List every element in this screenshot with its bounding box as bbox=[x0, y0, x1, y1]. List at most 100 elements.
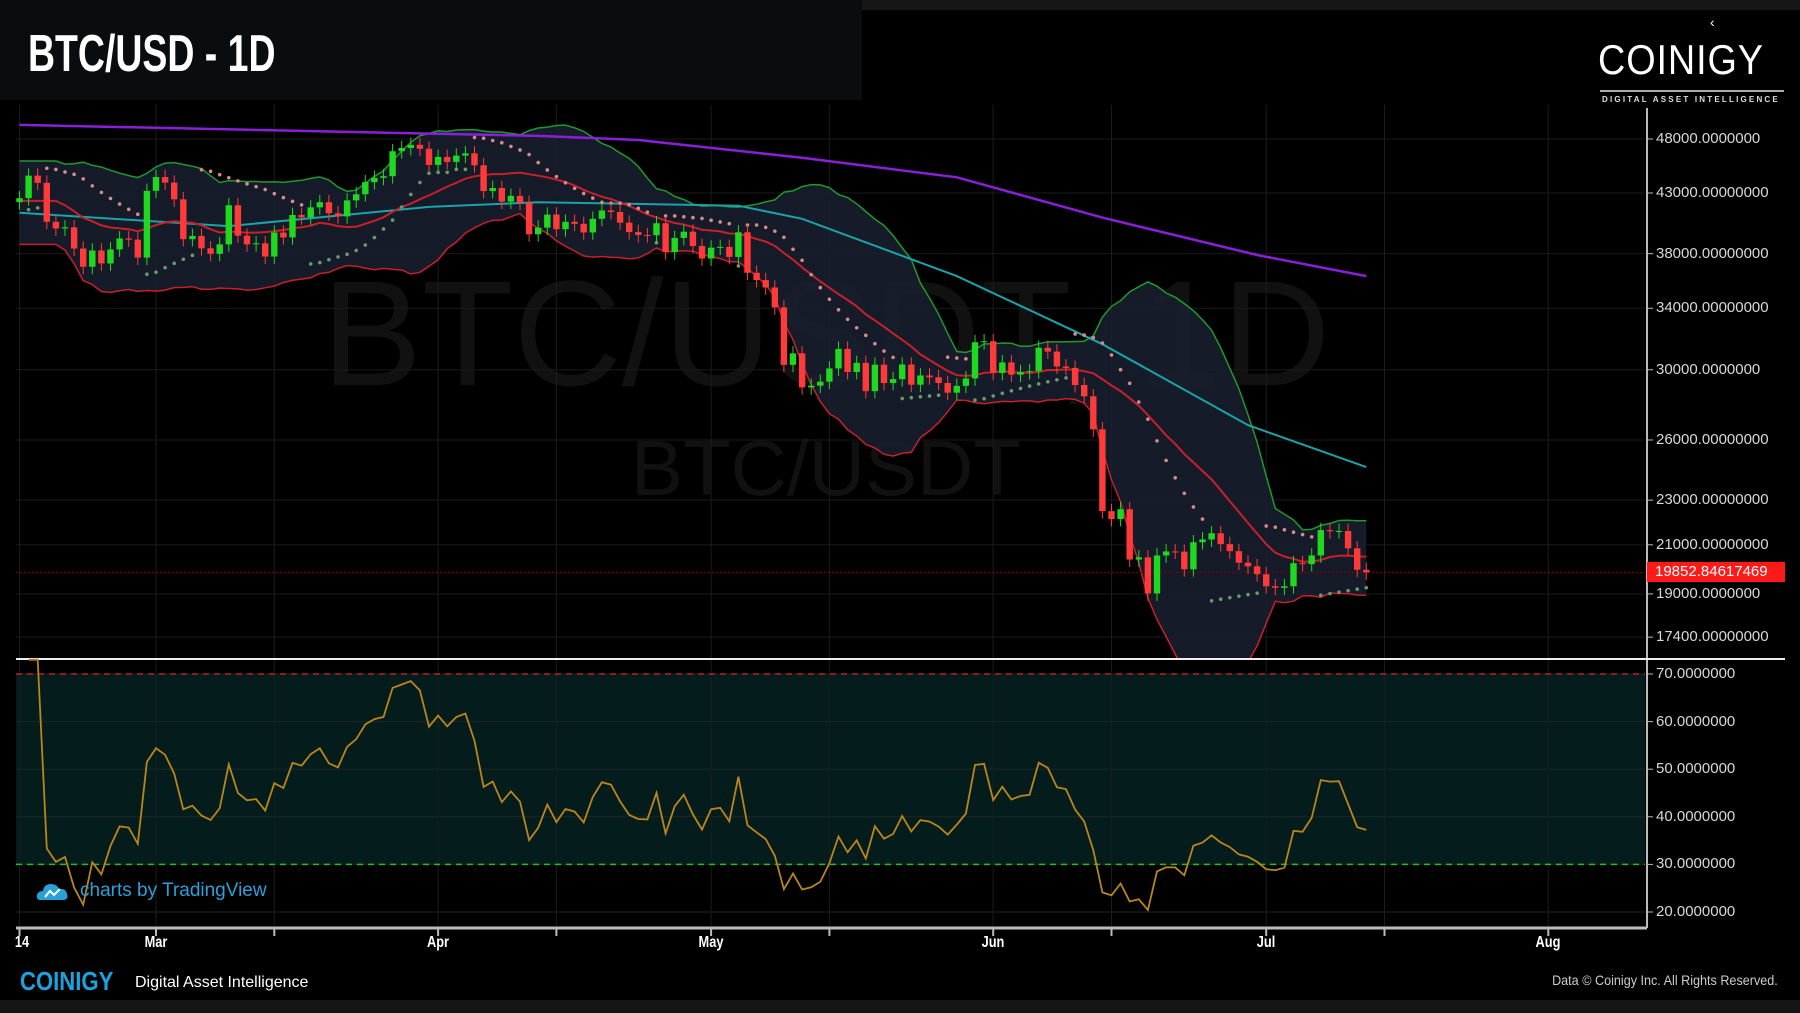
sar-dot bbox=[581, 191, 586, 196]
price-tick-label: 38000.00000000 bbox=[1656, 244, 1769, 262]
candle-body bbox=[1144, 557, 1152, 594]
sar-dot bbox=[864, 333, 868, 338]
candle-body bbox=[971, 342, 979, 379]
candle-body bbox=[899, 364, 906, 380]
candle-body bbox=[571, 221, 578, 224]
time-tick-label: Apr bbox=[427, 934, 450, 951]
candle-body bbox=[25, 175, 32, 199]
candle-body bbox=[1190, 542, 1197, 570]
candle-body bbox=[1017, 372, 1024, 375]
sar-dot bbox=[481, 136, 486, 141]
candle-body bbox=[152, 177, 160, 191]
candle-body bbox=[735, 232, 742, 257]
sar-dot bbox=[263, 187, 268, 192]
candle-body bbox=[1354, 548, 1361, 570]
candle-body bbox=[180, 199, 187, 240]
ma-long-line bbox=[19, 123, 1367, 278]
candle-body bbox=[1126, 509, 1133, 560]
candle-body bbox=[999, 362, 1006, 374]
candle-body bbox=[143, 190, 151, 258]
candle-body bbox=[744, 232, 751, 273]
candle-body bbox=[1153, 555, 1161, 594]
candle-body bbox=[525, 202, 533, 235]
sar-dot bbox=[445, 170, 450, 175]
candle-body bbox=[407, 144, 414, 148]
candle-body bbox=[1044, 347, 1051, 352]
candle-body bbox=[353, 194, 360, 201]
candle-body bbox=[880, 364, 888, 383]
time-tick-label: Mar bbox=[144, 934, 168, 951]
footer-logo: COINIGY bbox=[20, 966, 114, 996]
sar-dot bbox=[563, 180, 568, 185]
sar-dot bbox=[81, 177, 85, 181]
sar-dot bbox=[682, 214, 686, 219]
sar-dot bbox=[1146, 417, 1150, 421]
sar-dot bbox=[518, 148, 522, 152]
sar-dot bbox=[308, 262, 313, 266]
candle-body bbox=[52, 221, 60, 229]
sar-dot bbox=[1155, 439, 1159, 443]
candle-body bbox=[371, 177, 378, 183]
sar-dot bbox=[336, 255, 340, 259]
sar-dot bbox=[1328, 591, 1332, 596]
sar-dot bbox=[190, 253, 195, 258]
candle-body bbox=[34, 175, 41, 183]
sar-dot bbox=[1364, 585, 1369, 590]
tradingview-attribution[interactable]: charts by TradingView bbox=[36, 880, 267, 902]
sar-dot bbox=[181, 257, 186, 262]
price-tick-label: 48000.0000000 bbox=[1656, 130, 1761, 147]
sar-dot bbox=[381, 227, 386, 231]
rsi-tick-label: 20.0000000 bbox=[1656, 903, 1736, 920]
sar-dot bbox=[299, 203, 304, 207]
sar-dot bbox=[500, 140, 504, 145]
price-tick-label: 21000.00000000 bbox=[1656, 535, 1769, 553]
candle-body bbox=[316, 202, 323, 208]
sar-dot bbox=[982, 396, 986, 401]
price-tick-label: 43000.00000000 bbox=[1656, 183, 1769, 201]
candle-body bbox=[562, 221, 569, 230]
tradingview-cloud-icon bbox=[36, 884, 68, 900]
sar-dot bbox=[636, 206, 641, 211]
watermark-sub: BTC/USDT bbox=[631, 424, 1021, 512]
sar-dot bbox=[909, 395, 914, 400]
candle-body bbox=[480, 165, 487, 192]
candle-body bbox=[862, 362, 869, 392]
top-strip bbox=[862, 0, 1800, 10]
sar-dot bbox=[1164, 458, 1168, 463]
candle-body bbox=[425, 148, 433, 165]
sar-dot bbox=[1036, 382, 1041, 386]
candle-body bbox=[471, 153, 478, 166]
candle-body bbox=[1090, 396, 1097, 430]
time-tick-label: Jun bbox=[981, 934, 1005, 951]
candle-body bbox=[1099, 429, 1106, 512]
logo-wordmark: COINIGY bbox=[1598, 36, 1764, 83]
candle-body bbox=[271, 232, 278, 257]
sar-dot bbox=[54, 167, 58, 172]
candle-body bbox=[398, 147, 405, 152]
sar-dot bbox=[927, 394, 932, 398]
sar-dot bbox=[627, 202, 631, 207]
candle-body bbox=[1162, 551, 1170, 556]
sar-dot bbox=[1200, 517, 1205, 521]
candle-body bbox=[1263, 574, 1270, 587]
sar-dot bbox=[390, 218, 395, 222]
bollinger-fill bbox=[19, 125, 1367, 658]
candle-body bbox=[61, 227, 69, 229]
sar-dot bbox=[882, 349, 886, 353]
sar-dot bbox=[354, 248, 359, 253]
candle-body bbox=[1253, 566, 1261, 575]
rsi-tick-label: 30.0000000 bbox=[1656, 855, 1736, 873]
sar-dot bbox=[26, 207, 31, 212]
logo-tagline: DIGITAL ASSET INTELLIGENCE bbox=[1602, 95, 1780, 104]
sar-dot bbox=[900, 396, 904, 401]
sar-dot bbox=[936, 393, 941, 398]
candle-body bbox=[161, 177, 169, 183]
candle-body bbox=[707, 247, 715, 259]
candle-body bbox=[1317, 530, 1324, 556]
sar-dot bbox=[99, 190, 104, 195]
sar-dot bbox=[554, 174, 559, 179]
sar-dot bbox=[1282, 527, 1287, 532]
sar-dot bbox=[845, 317, 850, 322]
sar-dot bbox=[90, 184, 95, 188]
